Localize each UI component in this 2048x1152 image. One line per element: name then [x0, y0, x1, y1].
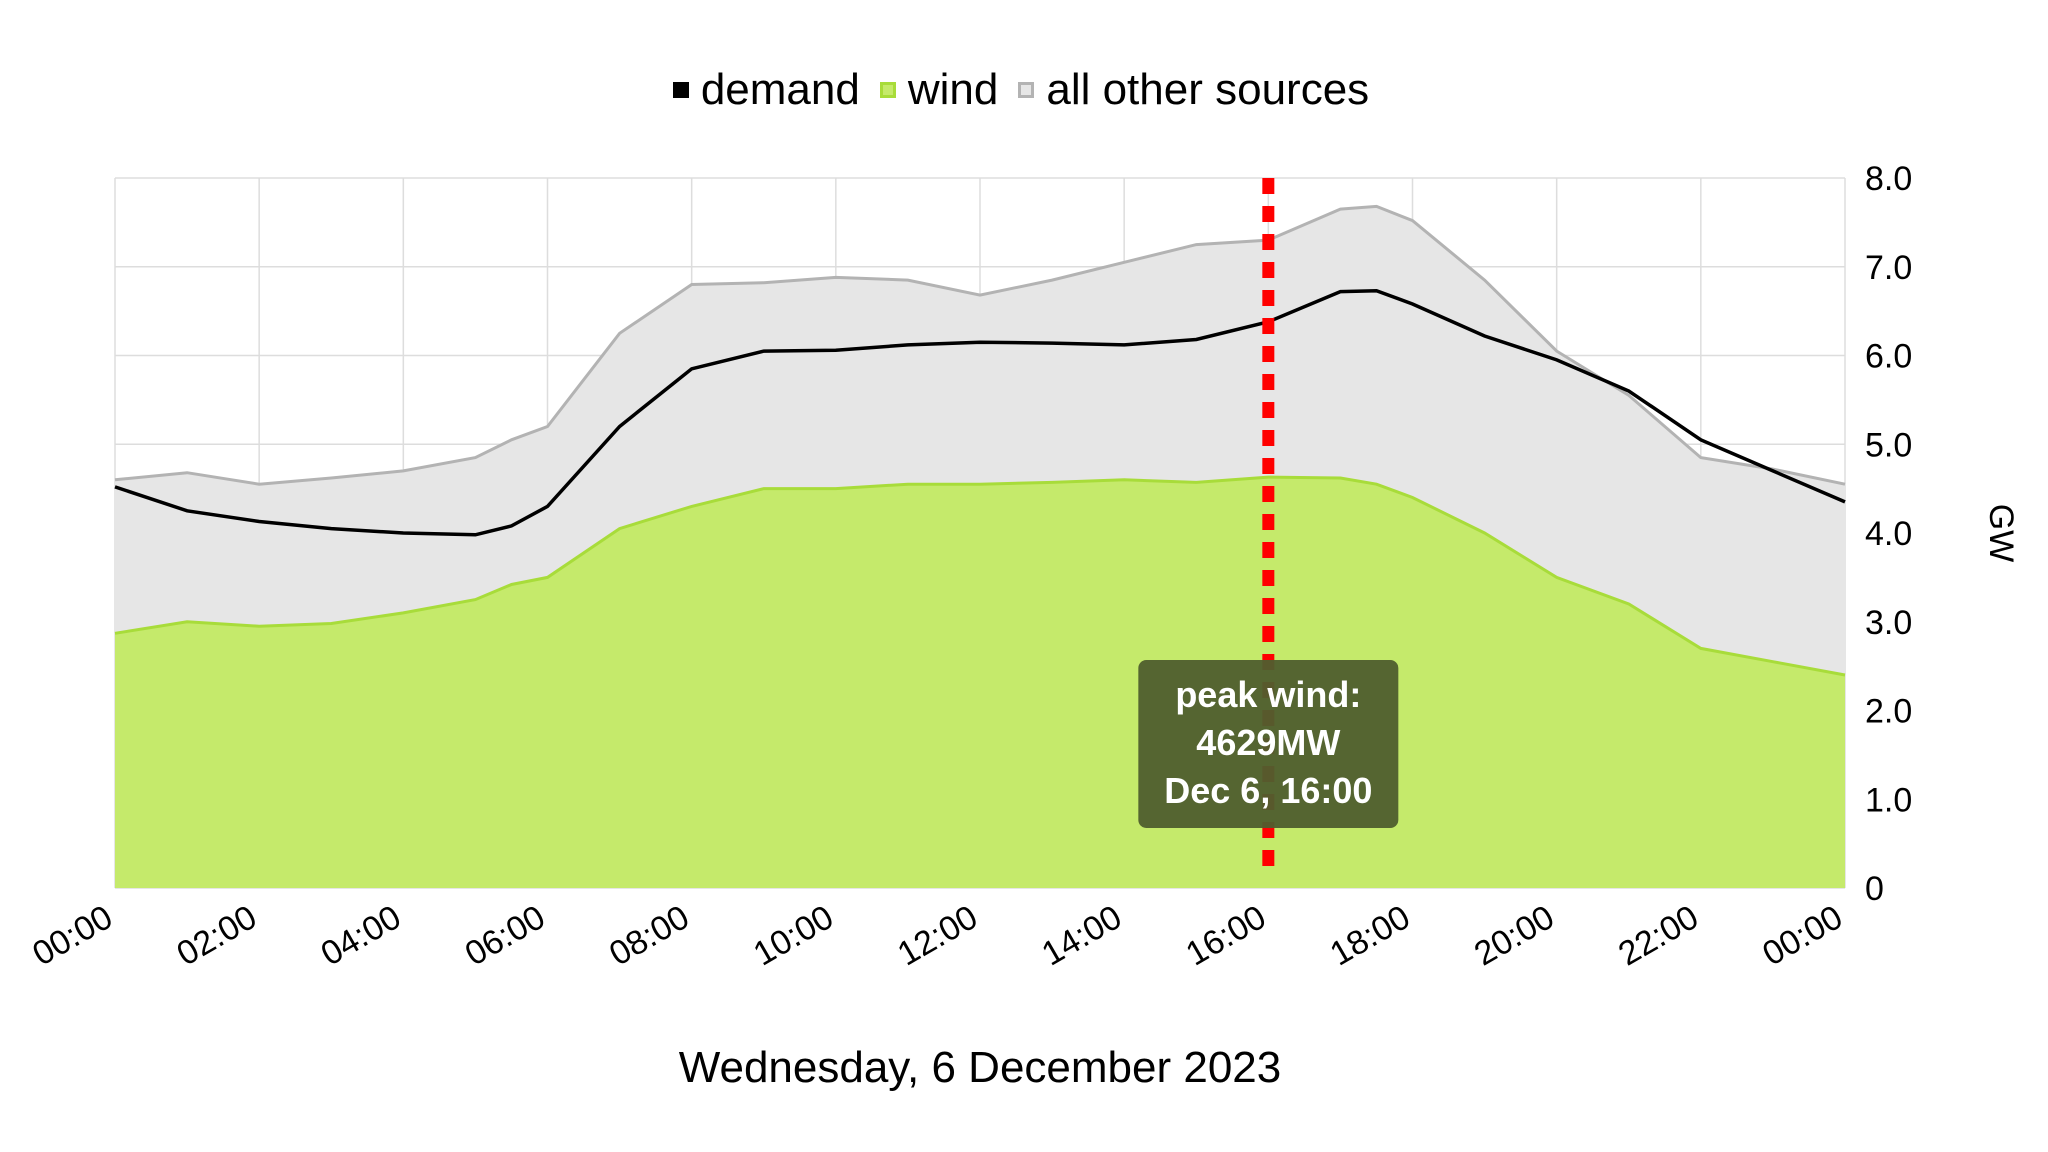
chart-legend: demand wind all other sources	[0, 60, 2048, 120]
y-tick-label: 8.0	[1865, 160, 1912, 198]
peak-wind-annotation: peak wind: 4629MW Dec 6, 16:00	[1138, 660, 1399, 828]
annotation-line-2: 4629MW	[1196, 722, 1340, 763]
x-tick-label: 18:00	[1324, 898, 1417, 973]
x-axis-ticks: 00:00 02:00 04:00 06:00 08:00 10:00 12:00 14:00…	[26, 898, 1849, 973]
legend-label-wind: wind	[907, 65, 999, 114]
x-tick-label: 20:00	[1468, 898, 1561, 973]
annotation-line-3: Dec 6, 16:00	[1164, 770, 1372, 811]
x-tick-label: 00:00	[1756, 898, 1849, 973]
legend-item-other-sources[interactable]: all other sources	[1018, 68, 1369, 112]
y-tick-label: 7.0	[1865, 249, 1912, 287]
wind-area	[115, 477, 1845, 888]
legend-item-demand[interactable]: demand	[672, 65, 860, 114]
y-tick-label: 4.0	[1865, 515, 1912, 553]
x-tick-label: 02:00	[170, 898, 263, 973]
x-tick-label: 06:00	[459, 898, 552, 973]
legend-swatch-other-sources	[1018, 82, 1035, 98]
legend-swatch-demand	[672, 82, 689, 98]
y-tick-label: 3.0	[1865, 604, 1912, 642]
x-axis-date-label: Wednesday, 6 December 2023	[679, 1043, 1282, 1092]
y-tick-label: 6.0	[1865, 338, 1912, 376]
y-tick-label: 2.0	[1865, 693, 1912, 731]
demand-line	[114, 288, 1846, 537]
legend-swatch-wind	[879, 82, 896, 98]
x-tick-label: 16:00	[1180, 898, 1273, 973]
wind-line	[114, 475, 1846, 677]
other-sources-line	[114, 204, 1846, 486]
legend-label-other-sources: all other sources	[1046, 65, 1370, 114]
x-tick-label: 08:00	[603, 898, 696, 973]
y-axis-unit-label: GW	[1982, 504, 2020, 563]
y-tick-label: 1.0	[1865, 781, 1912, 819]
y-tick-label: 0	[1865, 870, 1884, 908]
legend-item-wind[interactable]: wind	[879, 65, 999, 114]
x-tick-label: 04:00	[315, 898, 408, 973]
x-tick-label: 12:00	[891, 898, 984, 973]
x-tick-label: 10:00	[747, 898, 840, 973]
x-tick-label: 22:00	[1612, 898, 1705, 973]
x-tick-label: 00:00	[26, 898, 119, 973]
y-axis-ticks: 0 1.0 2.0 3.0 4.0 5.0 6.0 7.0 8.0	[1865, 160, 1912, 908]
annotation-line-1: peak wind:	[1175, 674, 1361, 715]
legend-label-demand: demand	[700, 65, 860, 114]
y-tick-label: 5.0	[1865, 426, 1912, 464]
annotation-box	[1138, 660, 1399, 828]
x-tick-label: 14:00	[1035, 898, 1128, 973]
